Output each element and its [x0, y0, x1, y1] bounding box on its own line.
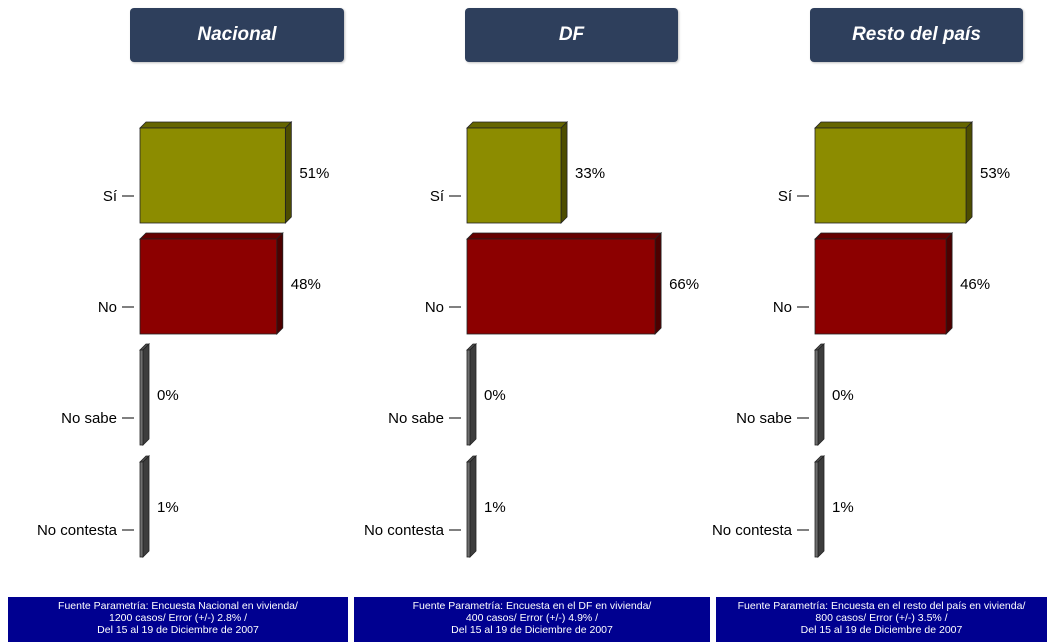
- bar-side-face: [142, 455, 150, 558]
- category-label: No sabe: [736, 410, 792, 427]
- title-df: DF: [465, 8, 678, 62]
- bar-side-face: [945, 232, 953, 335]
- category-label: Sí: [103, 188, 118, 205]
- bar-side-face: [560, 121, 568, 224]
- bar-no: [814, 238, 947, 335]
- footer-line: Fuente Parametría: Encuesta en el DF en …: [412, 600, 652, 612]
- bar-no-contesta: [814, 461, 819, 558]
- bar-no: [139, 238, 278, 335]
- footer-line: Del 15 al 19 de Diciembre de 2007: [800, 624, 963, 636]
- bar-side-face: [276, 232, 284, 335]
- bar-top-face: [466, 121, 569, 129]
- footer-line: 1200 casos/ Error (+/-) 2.8% /: [108, 612, 247, 624]
- footer-line: 400 casos/ Error (+/-) 4.9% /: [465, 612, 599, 624]
- value-label: 0%: [832, 387, 854, 404]
- bar-side-face: [142, 343, 150, 446]
- bar-sí: [139, 127, 286, 224]
- value-label: 1%: [484, 499, 506, 516]
- bar-top-face: [814, 121, 974, 129]
- value-label: 0%: [484, 387, 506, 404]
- title-nacional: Nacional: [130, 8, 344, 62]
- bar-side-face: [469, 455, 477, 558]
- category-label: No contesta: [37, 522, 118, 539]
- footer-line: Fuente Parametría: Encuesta en el resto …: [737, 600, 1026, 612]
- title-resto: Resto del país: [810, 8, 1023, 62]
- category-label: No sabe: [61, 410, 117, 427]
- value-label: 1%: [157, 499, 179, 516]
- bar-top-face: [466, 232, 663, 240]
- bar-sí: [814, 127, 967, 224]
- value-label: 33%: [575, 165, 605, 182]
- bar-side-face: [469, 343, 477, 446]
- bar-no-contesta: [466, 461, 471, 558]
- bar-sí: [466, 127, 562, 224]
- value-label: 53%: [980, 165, 1010, 182]
- footer-line: Del 15 al 19 de Diciembre de 2007: [97, 624, 259, 636]
- bar-top-face: [814, 232, 954, 240]
- bar-no-contesta: [139, 461, 144, 558]
- value-label: 46%: [960, 276, 990, 293]
- value-label: 1%: [832, 499, 854, 516]
- bar-no-sabe: [139, 349, 144, 446]
- bar-charts: 51% Sí 48% No 0% No sabe 1% No contesta 33% Sí 66%…: [37, 121, 1010, 558]
- bar-no: [466, 238, 656, 335]
- category-label: No: [98, 299, 117, 316]
- bar-side-face: [654, 232, 662, 335]
- bar-side-face: [965, 121, 973, 224]
- bar-side-face: [284, 121, 292, 224]
- footer-line: 800 casos/ Error (+/-) 3.5% /: [815, 612, 948, 624]
- footer-df: Fuente Parametría: Encuesta en el DF en …: [354, 597, 710, 642]
- value-label: 66%: [669, 276, 699, 293]
- bar-side-face: [817, 455, 825, 558]
- bar-top-face: [139, 121, 293, 129]
- value-label: 48%: [291, 276, 321, 293]
- value-label: 0%: [157, 387, 179, 404]
- category-label: No contesta: [364, 522, 445, 539]
- category-label: No sabe: [388, 410, 444, 427]
- bar-no-sabe: [814, 349, 819, 446]
- category-label: No contesta: [712, 522, 793, 539]
- footer-resto: Fuente Parametría: Encuesta en el resto …: [716, 597, 1047, 642]
- footer-line: Fuente Parametría: Encuesta Nacional en …: [58, 600, 298, 612]
- category-label: Sí: [430, 188, 445, 205]
- footer-nacional: Fuente Parametría: Encuesta Nacional en …: [8, 597, 348, 642]
- footer-line: Del 15 al 19 de Diciembre de 2007: [451, 624, 613, 636]
- bar-side-face: [817, 343, 825, 446]
- category-label: No: [425, 299, 444, 316]
- value-label: 51%: [299, 165, 329, 182]
- bar-no-sabe: [466, 349, 471, 446]
- category-label: Sí: [778, 188, 793, 205]
- bar-top-face: [139, 232, 284, 240]
- category-label: No: [773, 299, 792, 316]
